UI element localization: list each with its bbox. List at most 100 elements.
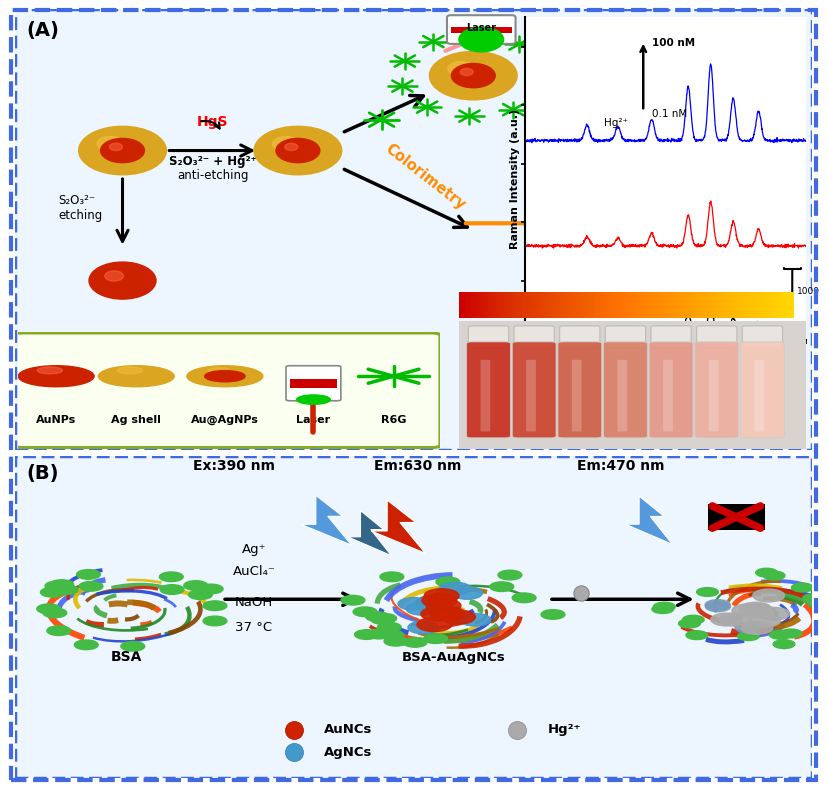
- Circle shape: [460, 68, 473, 76]
- Circle shape: [756, 568, 777, 577]
- Polygon shape: [371, 500, 425, 553]
- Circle shape: [355, 630, 379, 639]
- Circle shape: [803, 594, 825, 603]
- Circle shape: [780, 629, 802, 638]
- Circle shape: [41, 588, 65, 597]
- Text: Ex:390 nm: Ex:390 nm: [194, 459, 275, 473]
- Circle shape: [741, 604, 772, 617]
- Text: 100 nM: 100 nM: [652, 38, 695, 48]
- Circle shape: [37, 367, 63, 374]
- Circle shape: [541, 610, 565, 619]
- Circle shape: [424, 589, 459, 603]
- FancyBboxPatch shape: [618, 359, 627, 431]
- FancyBboxPatch shape: [649, 342, 693, 438]
- FancyBboxPatch shape: [290, 378, 337, 388]
- Circle shape: [203, 616, 227, 626]
- Circle shape: [47, 626, 71, 635]
- Text: NaOH: NaOH: [235, 596, 273, 609]
- Circle shape: [203, 601, 227, 611]
- Circle shape: [276, 138, 320, 163]
- Text: HgS: HgS: [197, 115, 228, 130]
- Text: AuNCs: AuNCs: [324, 724, 373, 736]
- Text: Laser: Laser: [466, 23, 496, 32]
- Circle shape: [254, 126, 342, 175]
- Text: BSA-AuAgNCs: BSA-AuAgNCs: [401, 650, 505, 664]
- Circle shape: [79, 126, 166, 175]
- Text: Em:470 nm: Em:470 nm: [577, 459, 665, 473]
- Circle shape: [408, 621, 439, 634]
- Text: AuNPs: AuNPs: [36, 415, 76, 425]
- FancyBboxPatch shape: [651, 325, 691, 348]
- Circle shape: [696, 588, 719, 596]
- Circle shape: [101, 138, 145, 163]
- Circle shape: [679, 619, 700, 628]
- Circle shape: [77, 570, 100, 579]
- Circle shape: [439, 582, 471, 595]
- Text: 0.1 nM: 0.1 nM: [652, 109, 687, 119]
- Circle shape: [353, 607, 377, 617]
- Circle shape: [36, 604, 60, 614]
- FancyBboxPatch shape: [604, 342, 648, 438]
- Circle shape: [429, 51, 517, 100]
- FancyBboxPatch shape: [696, 325, 737, 348]
- Circle shape: [448, 62, 474, 76]
- Circle shape: [284, 143, 298, 151]
- Circle shape: [50, 580, 74, 589]
- Circle shape: [384, 637, 408, 646]
- Circle shape: [97, 137, 123, 151]
- Circle shape: [421, 607, 456, 621]
- Circle shape: [816, 619, 827, 628]
- Circle shape: [490, 582, 514, 592]
- Circle shape: [187, 366, 263, 387]
- Text: Ag shell: Ag shell: [112, 415, 161, 425]
- Circle shape: [98, 366, 174, 387]
- Circle shape: [452, 63, 495, 88]
- FancyBboxPatch shape: [754, 359, 764, 431]
- Text: Laser: Laser: [296, 415, 331, 425]
- Circle shape: [74, 640, 98, 649]
- Circle shape: [398, 597, 429, 610]
- FancyBboxPatch shape: [514, 325, 554, 348]
- Circle shape: [686, 630, 708, 640]
- Circle shape: [105, 271, 123, 281]
- Circle shape: [652, 604, 674, 614]
- Circle shape: [380, 572, 404, 581]
- FancyBboxPatch shape: [695, 342, 739, 438]
- FancyBboxPatch shape: [451, 27, 512, 33]
- Circle shape: [45, 581, 69, 591]
- Text: Hg²⁺: Hg²⁺: [604, 118, 628, 128]
- Circle shape: [738, 632, 759, 641]
- Circle shape: [43, 608, 67, 618]
- Circle shape: [89, 262, 156, 299]
- Polygon shape: [347, 510, 391, 555]
- FancyBboxPatch shape: [740, 342, 784, 438]
- Circle shape: [512, 593, 536, 603]
- Text: BSA: BSA: [111, 649, 142, 664]
- Text: (A): (A): [26, 21, 60, 40]
- FancyBboxPatch shape: [480, 359, 490, 431]
- Circle shape: [773, 640, 795, 649]
- FancyBboxPatch shape: [571, 359, 581, 431]
- Circle shape: [498, 570, 522, 580]
- Circle shape: [380, 630, 404, 640]
- Circle shape: [297, 395, 330, 404]
- Circle shape: [815, 621, 827, 630]
- Circle shape: [436, 577, 460, 587]
- FancyBboxPatch shape: [605, 325, 646, 348]
- FancyBboxPatch shape: [468, 325, 509, 348]
- FancyBboxPatch shape: [512, 342, 556, 438]
- Circle shape: [79, 581, 103, 591]
- Circle shape: [160, 585, 184, 594]
- Text: (B): (B): [26, 464, 60, 483]
- Text: 1000: 1000: [796, 287, 820, 295]
- Circle shape: [748, 615, 781, 627]
- FancyBboxPatch shape: [709, 359, 719, 431]
- FancyBboxPatch shape: [15, 456, 812, 778]
- X-axis label: Raman Shift (cm⁻¹): Raman Shift (cm⁻¹): [606, 345, 725, 356]
- FancyBboxPatch shape: [14, 333, 440, 448]
- Text: Hg²⁺: Hg²⁺: [547, 724, 581, 736]
- Circle shape: [199, 584, 223, 594]
- Text: R6G: R6G: [380, 415, 406, 425]
- Circle shape: [441, 610, 476, 624]
- Text: Colorimetry: Colorimetry: [383, 141, 468, 213]
